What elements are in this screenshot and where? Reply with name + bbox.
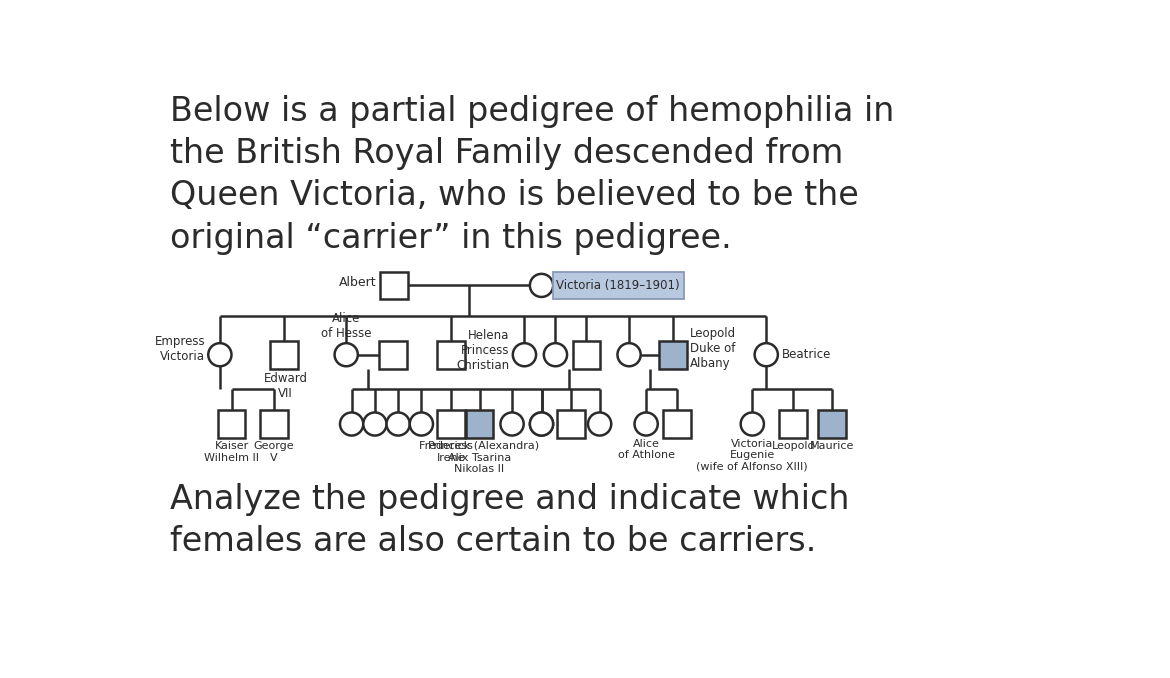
Circle shape	[741, 412, 764, 435]
Circle shape	[530, 412, 553, 435]
Circle shape	[530, 274, 553, 297]
Circle shape	[755, 343, 778, 366]
Text: Edward
VII: Edward VII	[263, 372, 308, 399]
Bar	[557, 410, 585, 438]
Circle shape	[335, 343, 358, 366]
Circle shape	[634, 412, 658, 435]
Circle shape	[530, 412, 553, 435]
Text: George
V: George V	[254, 441, 295, 462]
Circle shape	[208, 343, 232, 366]
Text: Frederick (Alexandra)
Alix Tsarina
Nikolas II: Frederick (Alexandra) Alix Tsarina Nikol…	[419, 441, 539, 474]
Bar	[663, 410, 691, 438]
Bar	[436, 341, 464, 369]
Text: Alice
of Athlone: Alice of Athlone	[618, 439, 675, 460]
Text: Victoria (1819–1901): Victoria (1819–1901)	[557, 279, 680, 292]
Bar	[779, 410, 807, 438]
FancyBboxPatch shape	[553, 272, 684, 299]
Text: Albert: Albert	[339, 276, 377, 289]
Bar	[818, 410, 846, 438]
Bar	[379, 341, 407, 369]
Text: Victoria
Eugenie
(wife of Alfonso XIII): Victoria Eugenie (wife of Alfonso XIII)	[696, 439, 808, 472]
Bar	[380, 272, 408, 299]
Circle shape	[544, 343, 567, 366]
Bar	[436, 410, 464, 438]
Text: Empress
Victoria: Empress Victoria	[154, 334, 205, 363]
Text: Leopold
Duke of
Albany: Leopold Duke of Albany	[690, 327, 736, 370]
Text: Princess
Irene: Princess Irene	[428, 441, 474, 462]
Text: Leopold: Leopold	[771, 441, 815, 451]
Circle shape	[340, 412, 363, 435]
Circle shape	[512, 343, 536, 366]
Text: Maurice: Maurice	[810, 441, 854, 451]
Text: Alice
of Hesse: Alice of Hesse	[321, 312, 371, 340]
Bar	[218, 410, 246, 438]
Text: Kaiser
Wilhelm II: Kaiser Wilhelm II	[204, 441, 259, 462]
Bar	[270, 341, 298, 369]
Bar	[260, 410, 288, 438]
Circle shape	[618, 343, 641, 366]
Circle shape	[410, 412, 433, 435]
Bar	[466, 410, 494, 438]
Text: Analyze the pedigree and indicate which
females are also certain to be carriers.: Analyze the pedigree and indicate which …	[170, 483, 849, 559]
Circle shape	[501, 412, 524, 435]
Bar	[572, 341, 600, 369]
Circle shape	[386, 412, 410, 435]
Bar	[660, 341, 687, 369]
Text: Helena
Princess
Christian: Helena Princess Christian	[456, 330, 510, 372]
Circle shape	[363, 412, 386, 435]
Circle shape	[589, 412, 611, 435]
Text: Below is a partial pedigree of hemophilia in
the British Royal Family descended : Below is a partial pedigree of hemophili…	[170, 95, 894, 254]
Text: Beatrice: Beatrice	[782, 348, 831, 361]
